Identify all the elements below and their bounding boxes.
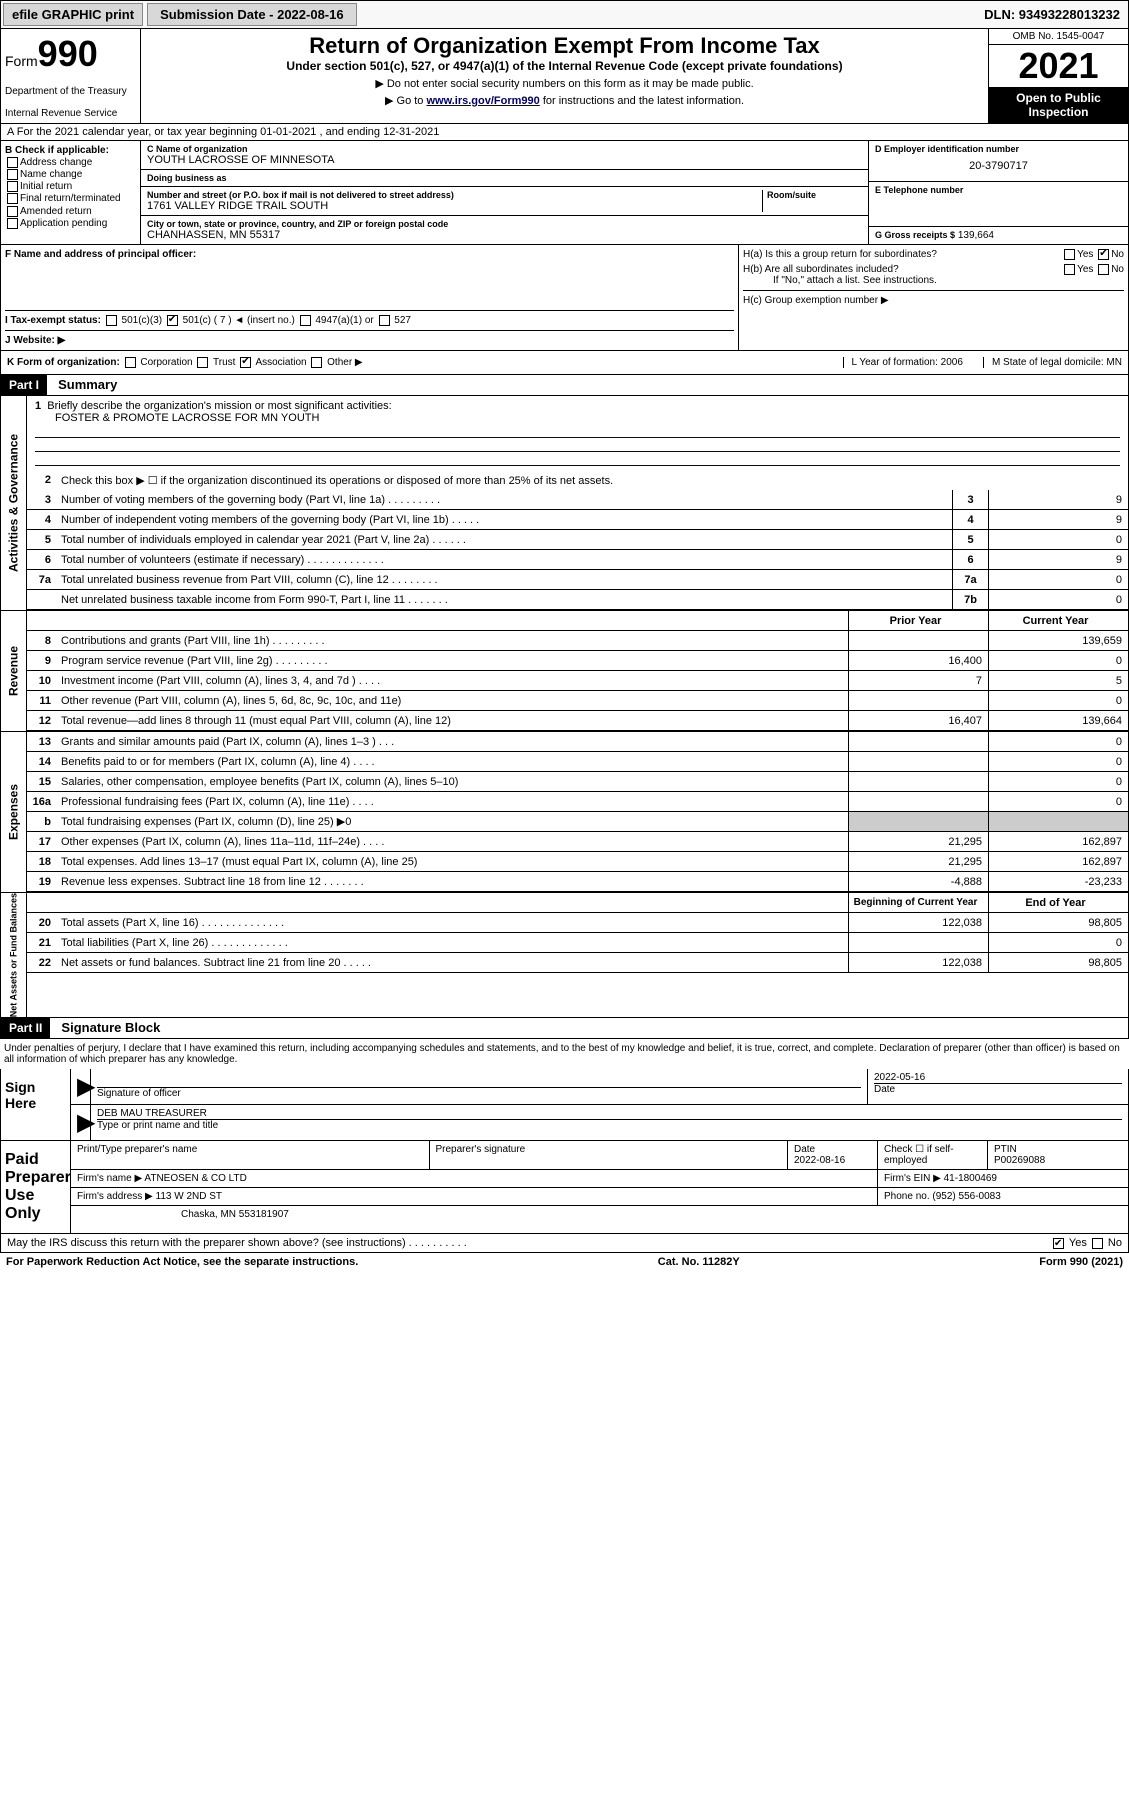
- officer-name: DEB MAU TREASURER: [97, 1108, 1122, 1120]
- cb-final-return[interactable]: Final return/terminated: [5, 193, 136, 204]
- irs-label: Internal Revenue Service: [5, 108, 136, 119]
- col-b-checkboxes: B Check if applicable: Address change Na…: [1, 141, 141, 244]
- sidebar-revenue: Revenue: [1, 611, 27, 731]
- website-row: J Website: ▶: [5, 335, 65, 346]
- ein: 20-3790717: [875, 154, 1122, 178]
- cb-501c[interactable]: [167, 315, 178, 326]
- form-subtitle: Under section 501(c), 527, or 4947(a)(1)…: [145, 59, 984, 73]
- part-i-header: Part I Summary: [0, 375, 1129, 396]
- row-a-tax-year: A For the 2021 calendar year, or tax yea…: [0, 124, 1129, 141]
- cb-address-change[interactable]: Address change: [5, 157, 136, 168]
- ssn-note: ▶ Do not enter social security numbers o…: [145, 77, 984, 90]
- submission-date: Submission Date - 2022-08-16: [147, 3, 357, 26]
- efile-print-button[interactable]: efile GRAPHIC print: [3, 3, 143, 26]
- year-formation: L Year of formation: 2006: [843, 357, 963, 368]
- discuss-row: May the IRS discuss this return with the…: [0, 1234, 1129, 1253]
- cb-name-change[interactable]: Name change: [5, 169, 136, 180]
- ptin: P00269088: [994, 1155, 1045, 1166]
- topbar: efile GRAPHIC print Submission Date - 20…: [0, 0, 1129, 29]
- cb-discuss-no[interactable]: [1092, 1238, 1103, 1249]
- row-k: K Form of organization: Corporation Trus…: [0, 351, 1129, 375]
- cb-527[interactable]: [379, 315, 390, 326]
- sign-arrow-icon: ▶: [71, 1069, 91, 1104]
- h-c: H(c) Group exemption number ▶: [743, 290, 1124, 306]
- irs-link[interactable]: www.irs.gov/Form990: [426, 95, 539, 107]
- firm-addr2: Chaska, MN 553181907: [71, 1206, 1128, 1223]
- sidebar-expenses: Expenses: [1, 732, 27, 892]
- section-f-h: F Name and address of principal officer:…: [0, 245, 1129, 351]
- dln: DLN: 93493228013232: [976, 4, 1128, 25]
- firm-addr1: 113 W 2ND ST: [156, 1191, 223, 1202]
- cb-501c3[interactable]: [106, 315, 117, 326]
- cb-discuss-yes[interactable]: [1053, 1238, 1064, 1249]
- dept-treasury: Department of the Treasury: [5, 86, 136, 97]
- org-city: CHANHASSEN, MN 55317: [147, 229, 862, 241]
- open-inspection: Open to Public Inspection: [989, 87, 1128, 123]
- penalty-statement: Under penalties of perjury, I declare th…: [0, 1039, 1129, 1069]
- h-a: H(a) Is this a group return for subordin…: [743, 249, 1124, 260]
- gross-receipts: 139,664: [958, 230, 994, 241]
- summary-revenue: Revenue Prior YearCurrent Year 8Contribu…: [0, 611, 1129, 732]
- preparer-date: 2022-08-16: [794, 1155, 845, 1166]
- form-title: Return of Organization Exempt From Incom…: [145, 33, 984, 59]
- firm-ein: 41-1800469: [944, 1173, 997, 1184]
- sidebar-net-assets: Net Assets or Fund Balances: [1, 893, 27, 1017]
- paid-preparer: Paid Preparer Use Only Print/Type prepar…: [0, 1141, 1129, 1234]
- cb-pending[interactable]: Application pending: [5, 218, 136, 229]
- cb-other[interactable]: [311, 357, 322, 368]
- goto-note: ▶ Go to www.irs.gov/Form990 for instruct…: [145, 94, 984, 107]
- cb-4947[interactable]: [300, 315, 311, 326]
- col-c-org-info: C Name of organization YOUTH LACROSSE OF…: [141, 141, 868, 244]
- omb-number: OMB No. 1545-0047: [989, 29, 1128, 45]
- sign-date: 2022-05-16: [874, 1072, 1122, 1084]
- summary-expenses: Expenses 13Grants and similar amounts pa…: [0, 732, 1129, 893]
- org-name: YOUTH LACROSSE OF MINNESOTA: [147, 154, 862, 166]
- cb-assoc[interactable]: [240, 357, 251, 368]
- cb-amended[interactable]: Amended return: [5, 206, 136, 217]
- footer: For Paperwork Reduction Act Notice, see …: [0, 1253, 1129, 1271]
- mission-text: FOSTER & PROMOTE LACROSSE FOR MN YOUTH: [35, 412, 1120, 424]
- cb-initial-return[interactable]: Initial return: [5, 181, 136, 192]
- h-b: H(b) Are all subordinates included? Yes …: [743, 264, 1124, 275]
- form-header: Form990 Department of the Treasury Inter…: [0, 29, 1129, 124]
- summary-governance: Activities & Governance 1 Briefly descri…: [0, 396, 1129, 611]
- cb-corp[interactable]: [125, 357, 136, 368]
- sidebar-governance: Activities & Governance: [1, 396, 27, 610]
- sign-arrow-icon-2: ▶: [71, 1105, 91, 1140]
- org-address: 1761 VALLEY RIDGE TRAIL SOUTH: [147, 200, 762, 212]
- firm-name: ATNEOSEN & CO LTD: [144, 1173, 246, 1184]
- cb-trust[interactable]: [197, 357, 208, 368]
- form-number: Form990: [5, 33, 136, 75]
- sign-here: Sign Here ▶ Signature of officer 2022-05…: [0, 1069, 1129, 1141]
- summary-net-assets: Net Assets or Fund Balances Beginning of…: [0, 893, 1129, 1018]
- firm-phone: (952) 556-0083: [932, 1191, 1000, 1202]
- part-ii-header: Part II Signature Block: [0, 1018, 1129, 1039]
- h-b-note: If "No," attach a list. See instructions…: [743, 275, 1124, 286]
- col-d-e-g: D Employer identification number 20-3790…: [868, 141, 1128, 244]
- section-b-to-g: B Check if applicable: Address change Na…: [0, 141, 1129, 245]
- state-domicile: M State of legal domicile: MN: [983, 357, 1122, 368]
- tax-year: 2021: [989, 45, 1128, 87]
